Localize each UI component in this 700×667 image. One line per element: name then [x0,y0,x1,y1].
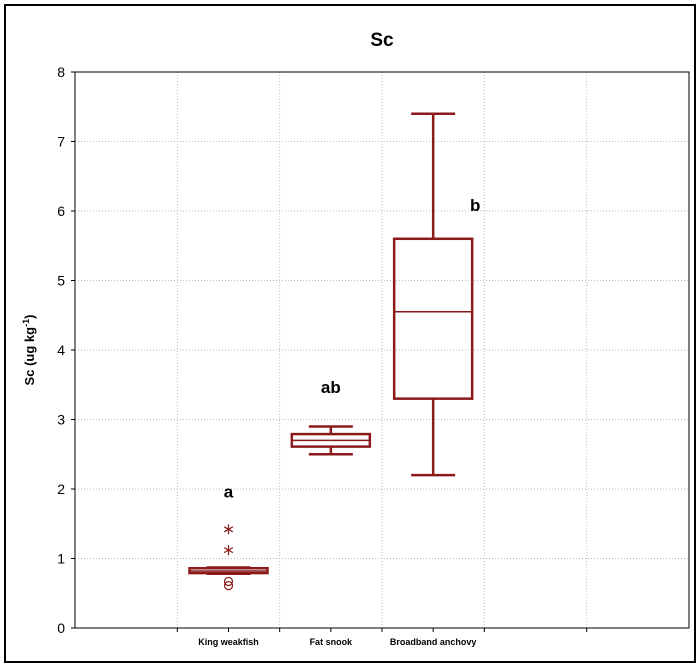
x-category-label: King weakfish [198,637,259,647]
group-label: ab [321,378,341,397]
outlier-point [223,576,234,587]
plot-area [74,71,690,629]
boxes: a ab b [188,112,480,591]
box-iqr [392,237,474,400]
x-category-label: Fat snook [310,637,353,647]
grid [75,72,689,628]
y-axis-label-exponent: -1 [21,319,31,327]
y-tick-label: 8 [57,64,65,80]
y-axis-label: Sc (ug kg-1) [21,315,37,386]
group-label: a [224,482,234,501]
extreme-point-stroke [223,526,234,533]
x-category-label: Broadband anchovy [390,637,477,647]
y-tick-label: 4 [57,342,65,358]
y-tick-label: 6 [57,203,65,219]
chart-frame: Sc 0 1 2 3 4 5 6 7 8 King weakfish Fat snook Broad… [4,4,696,663]
outlier-point [223,581,234,591]
box-broadband-anchovy: b [392,112,480,477]
box-plot-chart: Sc 0 1 2 3 4 5 6 7 8 King weakfish Fat snook Broad… [21,30,690,647]
y-tick-label: 5 [57,273,65,289]
extreme-point [223,545,234,556]
y-tick-label: 0 [57,620,65,636]
y-tick-label: 1 [57,551,65,567]
extreme-point-stroke [223,547,234,554]
box-fat-snook: ab [290,378,372,456]
y-tick-label: 2 [57,481,65,497]
extreme-point [223,524,234,535]
chart-title: Sc [370,30,394,51]
box-king-weakfish: a [188,482,269,591]
y-axis-label-close: ) [22,315,37,319]
x-axis: King weakfish Fat snook Broadband anchovy [176,628,588,647]
y-tick-label: 7 [57,134,65,150]
y-tick-label: 3 [57,412,65,428]
group-label: b [470,196,480,215]
y-axis: 0 1 2 3 4 5 6 7 8 [57,64,75,636]
y-axis-label-main: Sc (ug kg [22,327,37,386]
